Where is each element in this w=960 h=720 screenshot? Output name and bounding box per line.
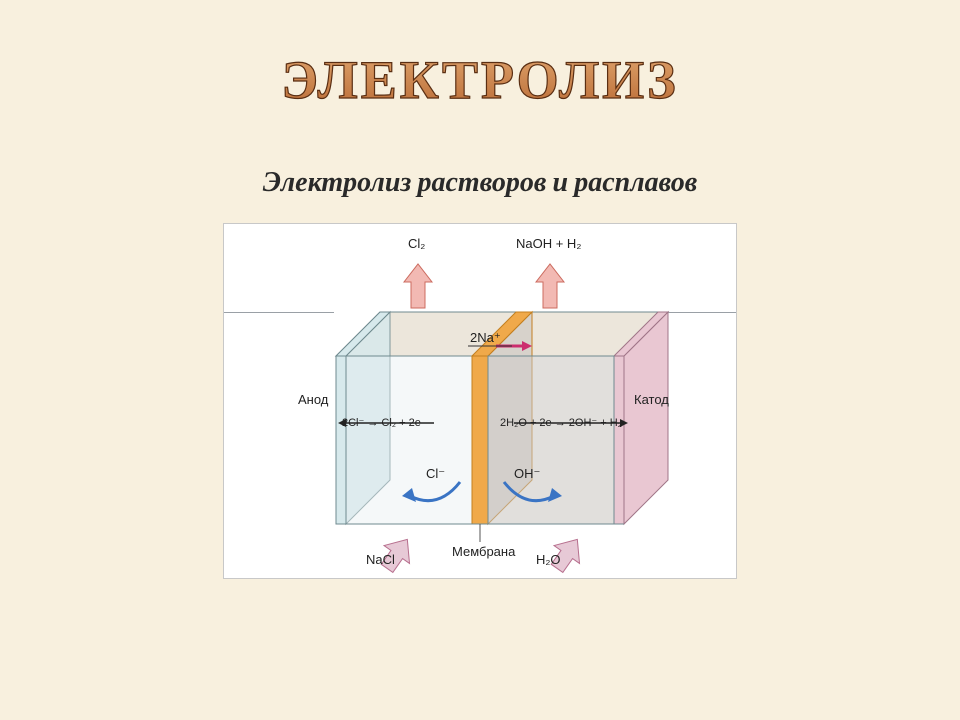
label-membrane: Мембрана bbox=[452, 544, 515, 559]
slide: ЭЛЕКТРОЛИЗ Электролиз растворов и распла… bbox=[0, 0, 960, 720]
label-anode-rx: 2Cl⁻ → Cl₂ + 2e bbox=[342, 416, 421, 429]
label-cathode: Катод bbox=[634, 392, 669, 407]
diagram-container: Cl₂ NaOH + H₂ Анод Катод 2Na⁺ 2Cl⁻ → Cl₂… bbox=[0, 223, 960, 579]
label-nacl: NaCl bbox=[366, 552, 395, 567]
label-na-plus: 2Na⁺ bbox=[470, 330, 501, 346]
title-text: ЭЛЕКТРОЛИЗ bbox=[281, 49, 678, 112]
label-cl2: Cl₂ bbox=[408, 236, 425, 251]
label-naoh-h2: NaOH + H₂ bbox=[516, 236, 581, 251]
label-h2o: H₂O bbox=[536, 552, 561, 567]
page-title: ЭЛЕКТРОЛИЗ bbox=[0, 0, 960, 130]
subtitle: Электролиз растворов и расплавов bbox=[0, 166, 960, 199]
label-oh-minus: OH⁻ bbox=[514, 466, 540, 482]
label-cathode-rx: 2H₂O + 2e → 2OH⁻ + H₂ bbox=[500, 416, 622, 429]
electrolysis-diagram: Cl₂ NaOH + H₂ Анод Катод 2Na⁺ 2Cl⁻ → Cl₂… bbox=[223, 223, 737, 579]
label-anode: Анод bbox=[298, 392, 328, 407]
label-cl-minus: Cl⁻ bbox=[426, 466, 445, 482]
